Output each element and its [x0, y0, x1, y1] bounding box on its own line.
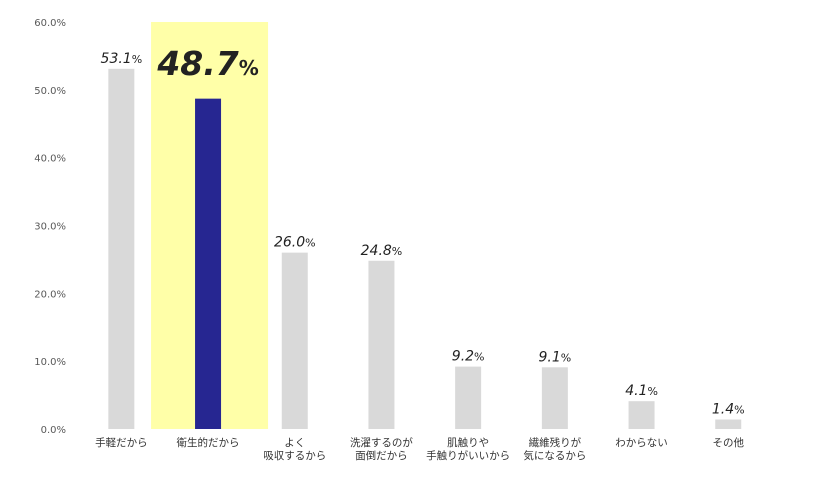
bar: [628, 401, 655, 429]
value-label-highlighted: 48.7%: [156, 44, 258, 83]
bar: [541, 367, 568, 429]
value-label: 24.8%: [361, 243, 403, 259]
category-label: 手軽だから: [95, 436, 148, 449]
value-label: 9.1%: [538, 349, 571, 365]
bar: [281, 252, 308, 429]
y-tick-label: 60.0%: [34, 18, 66, 29]
value-label: 1.4%: [712, 402, 745, 418]
bar: [455, 366, 482, 429]
category-label: その他: [713, 436, 745, 449]
y-tick-label: 30.0%: [34, 222, 66, 233]
category-label: 繊維残りが気になるから: [523, 436, 586, 462]
y-tick-label: 0.0%: [41, 425, 66, 436]
y-tick-label: 40.0%: [34, 154, 66, 165]
category-label: 洗濯するのが面倒だから: [350, 436, 413, 462]
category-label: 衛生的だから: [177, 436, 240, 449]
value-label: 53.1%: [101, 51, 143, 67]
bar: [368, 260, 395, 429]
bar-highlighted: [195, 98, 222, 429]
category-label: 肌触りや手触りがいいから: [426, 436, 510, 462]
value-label: 4.1%: [625, 383, 658, 399]
y-tick-label: 20.0%: [34, 289, 66, 300]
category-label: よく吸収するから: [263, 437, 326, 462]
y-tick-label: 10.0%: [34, 357, 66, 368]
y-tick-label: 50.0%: [34, 86, 66, 97]
value-label: 26.0%: [274, 235, 316, 251]
bar: [715, 419, 742, 429]
category-label: わからない: [615, 437, 668, 449]
bar: [108, 68, 135, 430]
value-label: 9.2%: [452, 349, 485, 365]
